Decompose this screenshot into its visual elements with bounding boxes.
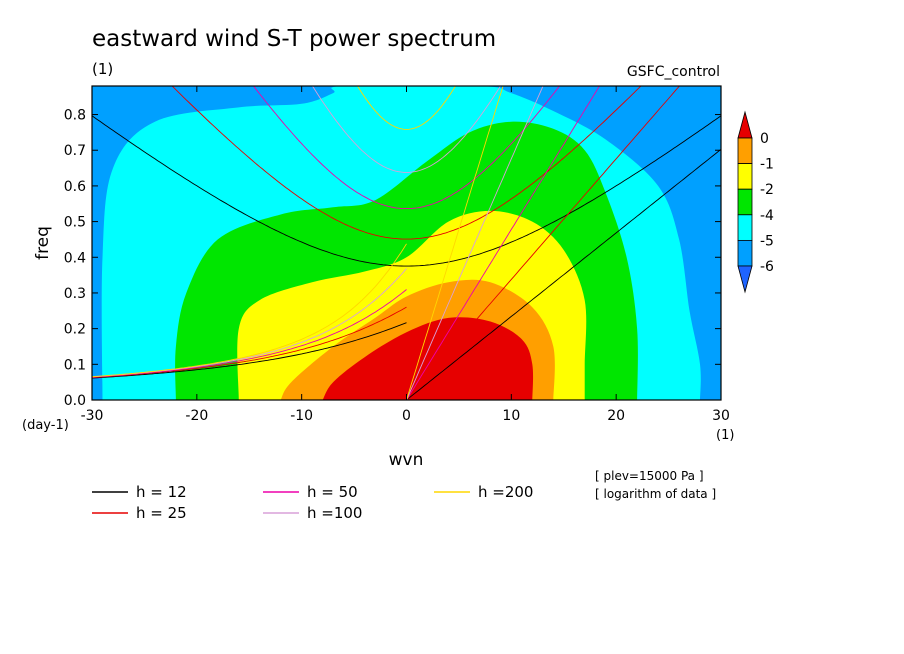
y-tick-label: 0.4 (64, 250, 86, 266)
legend-entry: h = 25 (136, 504, 187, 522)
chart-subtitle-left: (1) (92, 60, 113, 78)
y-axis-label: freq (33, 226, 53, 260)
dispersion-ig1 (252, 86, 561, 210)
y-tick-label: 0.1 (64, 357, 86, 373)
dispersion-mrg (92, 243, 407, 378)
dispersion-kelvin (406, 148, 721, 400)
colorbar-segment (737, 137, 753, 165)
legend-entry: h =100 (307, 504, 362, 522)
dispersion-kelvin (406, 86, 504, 400)
chart-subtitle-right: GSFC_control (627, 64, 720, 80)
y-tick-label: 0.7 (64, 143, 86, 159)
x-axis-unit: (1) (716, 428, 734, 443)
x-axis-label: wvn (389, 450, 424, 470)
x-tick-label: -10 (290, 408, 313, 424)
dispersion-curve-layer (92, 86, 721, 400)
contour-fill-layer (92, 86, 721, 400)
dispersion-ig1 (171, 86, 642, 240)
dispersion-mrg (92, 322, 407, 379)
y-tick-label: 0.0 (64, 393, 86, 409)
colorbar-segment (737, 239, 753, 267)
legend: h = 12 h = 25 h = 50 h =100 h =200 (92, 483, 533, 522)
y-tick-label: 0.5 (64, 215, 86, 231)
dispersion-ig1 (92, 115, 721, 267)
y-axis-unit: (day-1) (22, 418, 69, 433)
colorbar-label: -5 (760, 233, 774, 249)
dispersion-ig1 (357, 86, 456, 130)
colorbar-label: -2 (760, 182, 774, 198)
dispersion-kelvin (406, 86, 544, 400)
x-tick-label: 10 (502, 408, 520, 424)
x-tick-label: 30 (712, 408, 730, 424)
chart-title: eastward wind S-T power spectrum (92, 26, 496, 52)
y-tick-label: 0.6 (64, 179, 86, 195)
x-axis: -30 -20 -10 0 10 20 30 (81, 86, 730, 424)
colorbar-segment (737, 214, 753, 241)
dispersion-kelvin (406, 86, 601, 400)
colorbar-label: -6 (760, 259, 774, 275)
colorbar-label: -4 (760, 208, 774, 224)
dispersion-ig1 (311, 86, 502, 173)
dispersion-kelvin (406, 86, 681, 400)
colorbar: 0 -1 -2 -4 -5 -6 (737, 110, 774, 294)
colorbar-segment (737, 188, 753, 216)
x-tick-label: -20 (185, 408, 208, 424)
legend-entry: h =200 (478, 483, 533, 501)
annotation-log: [ logarithm of data ] (595, 487, 716, 501)
y-tick-label: 0.3 (64, 286, 86, 302)
y-tick-label: 0.2 (64, 322, 86, 338)
contour-region (322, 317, 534, 400)
colorbar-bottom-arrow (737, 265, 753, 294)
colorbar-label: 0 (760, 131, 769, 147)
x-tick-label: -30 (81, 408, 104, 424)
legend-entry: h = 50 (307, 483, 358, 501)
dispersion-mrg (92, 306, 407, 378)
x-tick-label: 20 (607, 408, 625, 424)
dispersion-mrg (92, 289, 407, 378)
annotation-plev: [ plev=15000 Pa ] (595, 469, 704, 483)
colorbar-top-arrow (737, 110, 753, 139)
colorbar-label: -1 (760, 157, 774, 173)
colorbar-segment (737, 163, 753, 190)
y-tick-label: 0.8 (64, 108, 86, 124)
legend-entry: h = 12 (136, 483, 187, 501)
x-tick-label: 0 (402, 408, 411, 424)
y-axis: 0.0 0.1 0.2 0.3 0.4 0.5 0.6 0.7 0.8 (64, 108, 721, 409)
